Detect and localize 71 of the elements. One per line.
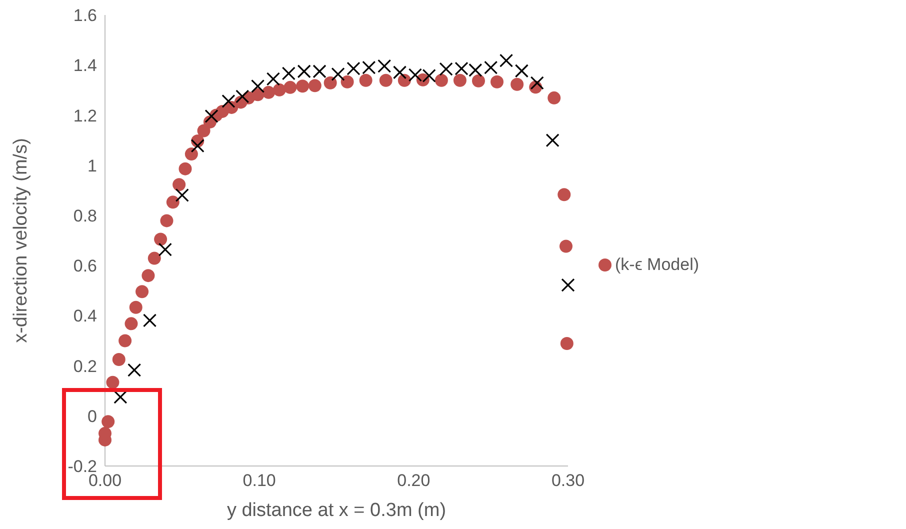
point xyxy=(392,66,407,80)
point xyxy=(222,94,236,108)
x-tick-label: 0.00 xyxy=(88,471,122,490)
x-tick-label: 0.30 xyxy=(551,471,585,490)
point xyxy=(142,314,157,328)
y-tick-label: 0.8 xyxy=(73,206,97,226)
point xyxy=(308,79,322,92)
point xyxy=(178,162,192,176)
point xyxy=(114,390,128,404)
point xyxy=(558,188,571,202)
point xyxy=(490,75,504,88)
point xyxy=(359,74,372,87)
x-tick-label: 0.20 xyxy=(397,471,430,490)
point xyxy=(128,363,142,377)
point xyxy=(530,76,544,90)
point xyxy=(546,133,560,148)
point xyxy=(499,54,514,68)
y-tick-label: 0 xyxy=(88,406,97,426)
point xyxy=(340,75,354,88)
y-tick-label: 1.4 xyxy=(73,56,97,76)
point xyxy=(154,232,168,246)
y-tick-label: 1.6 xyxy=(73,6,97,26)
point xyxy=(250,79,265,93)
point xyxy=(172,178,186,192)
point xyxy=(324,76,337,90)
point xyxy=(160,214,174,228)
point xyxy=(266,72,280,86)
point xyxy=(331,67,345,81)
x-axis-title: y distance at x = 0.3m (m) xyxy=(226,500,446,521)
point xyxy=(284,80,297,94)
point xyxy=(129,300,142,314)
point xyxy=(379,74,392,87)
point xyxy=(472,74,485,88)
point xyxy=(190,138,204,153)
point xyxy=(282,66,296,80)
point xyxy=(118,334,132,348)
point xyxy=(166,196,180,209)
y-tick-label: 1 xyxy=(88,156,97,176)
legend-label: (k-ϵ Model) xyxy=(615,254,700,274)
point xyxy=(434,74,448,87)
point xyxy=(142,269,155,282)
point xyxy=(559,240,572,253)
point xyxy=(124,317,138,330)
point xyxy=(510,78,524,91)
point xyxy=(236,90,250,104)
y-tick-label: 0.2 xyxy=(73,356,97,376)
point xyxy=(484,60,498,74)
point xyxy=(296,80,310,93)
point xyxy=(197,124,210,138)
point xyxy=(453,74,466,87)
point xyxy=(378,59,392,73)
point xyxy=(561,278,575,292)
y-axis-title: x-direction velocity (m/s) xyxy=(10,138,32,343)
point xyxy=(204,109,218,124)
point xyxy=(175,188,189,202)
y-tick-label: 1.2 xyxy=(73,106,97,126)
point xyxy=(184,148,198,161)
y-tick-label: 0.4 xyxy=(73,306,97,326)
point xyxy=(106,376,120,389)
point xyxy=(102,415,115,428)
point xyxy=(148,252,161,265)
point xyxy=(548,91,561,104)
x-tick-label: 0.10 xyxy=(242,471,276,490)
point xyxy=(136,285,149,298)
point xyxy=(514,64,528,78)
point xyxy=(560,336,574,350)
point xyxy=(262,86,276,99)
y-tick-label: 0.6 xyxy=(73,256,97,276)
point xyxy=(112,353,126,366)
point xyxy=(272,83,286,96)
point xyxy=(158,242,172,256)
